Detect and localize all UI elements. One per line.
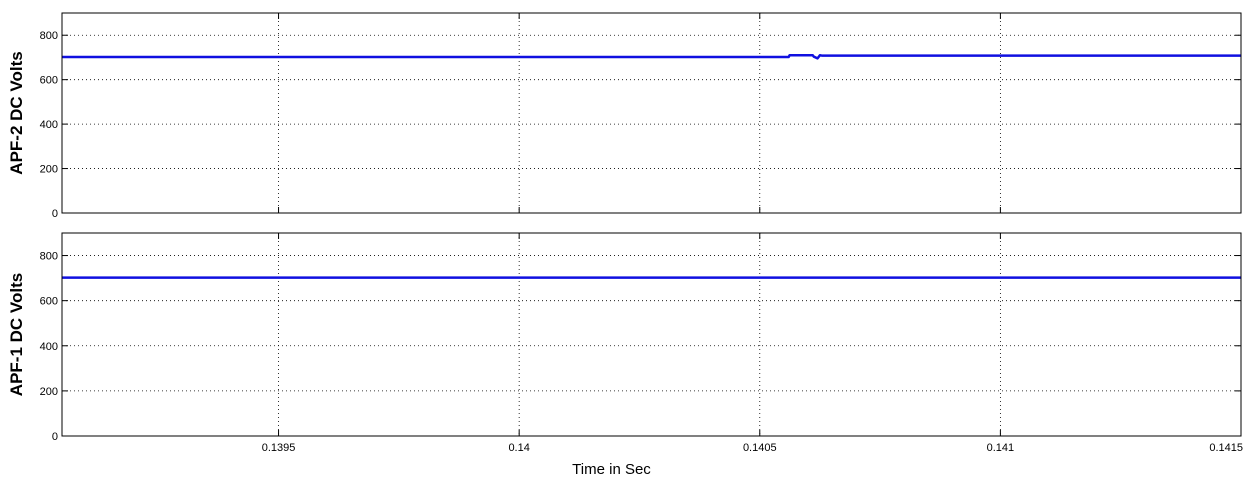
y-tick-label: 600 xyxy=(40,75,58,87)
y-tick-label: 400 xyxy=(40,341,58,353)
axes-frame xyxy=(61,232,1242,437)
y-tick-label: 800 xyxy=(40,30,58,42)
y-axis-label: APF-1 DC Volts xyxy=(7,273,26,396)
x-tick-label: 0.141 xyxy=(987,442,1015,454)
x-tick-label: 0.1405 xyxy=(743,442,777,454)
y-tick-label: 0 xyxy=(52,431,58,443)
plot-area xyxy=(62,13,1241,213)
y-tick-label: 0 xyxy=(52,208,58,220)
apf1-dc-voltage-plot: 0 200 400 600 800 0.1395 0.14 0.1405 0.141 0.1415… xyxy=(7,232,1243,478)
x-axis-label: Time in Sec xyxy=(572,461,651,478)
x-tick-label: 0.14 xyxy=(508,442,529,454)
y-axis-label: APF-2 DC Volts xyxy=(7,51,26,174)
plot-area xyxy=(62,233,1241,436)
x-tick-label: 0.1395 xyxy=(262,442,296,454)
y-tick-label: 400 xyxy=(40,119,58,131)
x-tick-label: 0.1415 xyxy=(1209,442,1243,454)
y-tick-label: 200 xyxy=(40,386,58,398)
y-tick-label: 600 xyxy=(40,296,58,308)
axes-frame xyxy=(61,12,1242,214)
y-tick-label: 200 xyxy=(40,164,58,176)
y-tick-label: 800 xyxy=(40,251,58,263)
apf2-dc-voltage-plot: 0 200 400 600 800 APF-2 DC Volts xyxy=(7,12,1242,220)
series-line xyxy=(62,53,1241,60)
